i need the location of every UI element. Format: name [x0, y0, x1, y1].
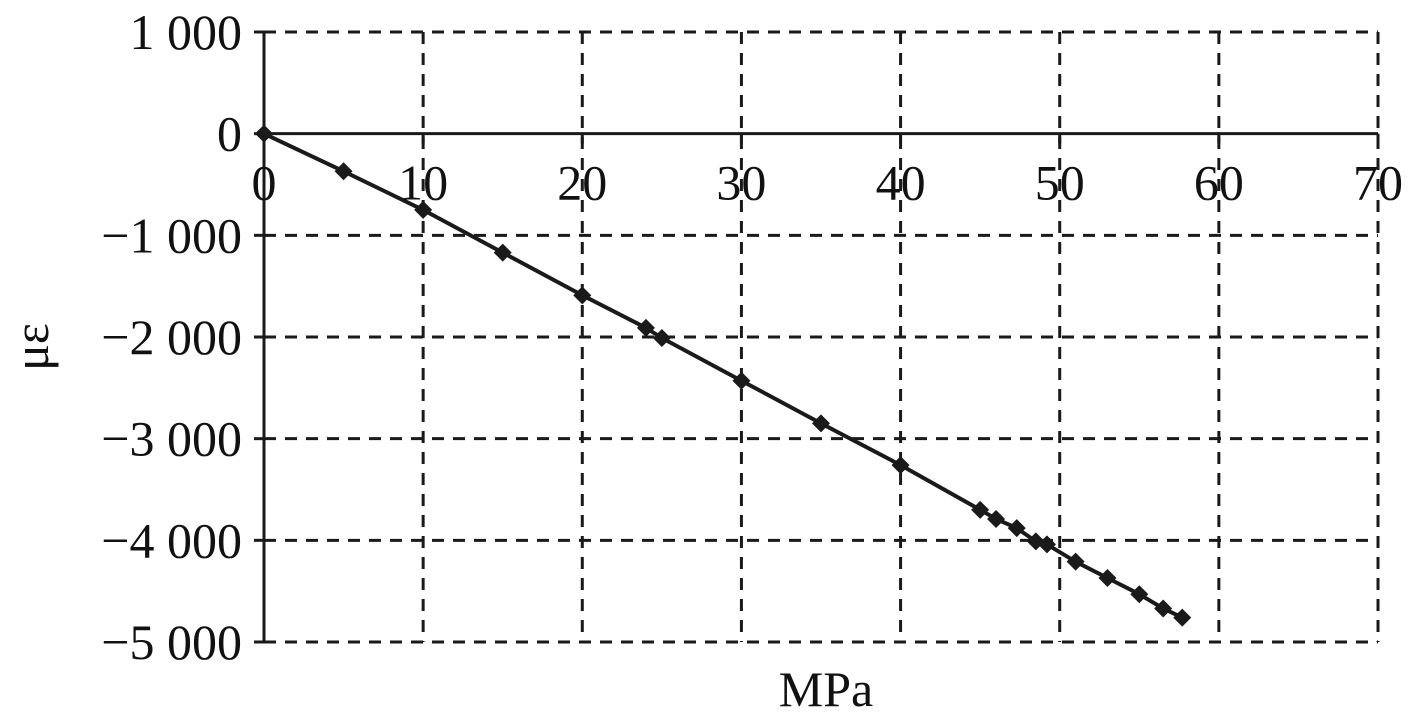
x-tick-label: 0 [252, 155, 277, 211]
grid-lines [264, 30, 1380, 644]
data-point-marker [1130, 585, 1149, 604]
x-tick-label: 30 [716, 155, 766, 211]
x-tick-label: 40 [876, 155, 926, 211]
data-point-marker [334, 162, 353, 181]
y-tick-label: 1 000 [130, 4, 243, 60]
data-point-marker [573, 286, 592, 305]
data-point-marker [1154, 599, 1173, 618]
data-point-marker [732, 371, 751, 390]
data-point-marker [1066, 552, 1085, 571]
data-point-marker [493, 243, 512, 262]
data-point-marker [891, 456, 910, 475]
x-tick-label: 70 [1353, 155, 1403, 211]
y-tick-label: −5 000 [101, 614, 242, 670]
data-point-marker [1037, 535, 1056, 554]
y-axis-title: με [3, 323, 59, 371]
y-tick-label: −2 000 [101, 309, 242, 365]
data-point-marker [1098, 568, 1117, 587]
data-point-marker [971, 500, 990, 519]
data-point-marker [636, 318, 655, 337]
x-tick-label: 60 [1194, 155, 1244, 211]
data-point-marker [1007, 519, 1026, 538]
x-tick-label: 20 [557, 155, 607, 211]
data-point-marker [414, 200, 433, 219]
data-point-marker [812, 414, 830, 433]
y-tick-label: 0 [217, 106, 242, 162]
x-tick-label: 50 [1035, 155, 1085, 211]
data-point-marker [1173, 608, 1192, 627]
x-axis-title: MPa [779, 661, 873, 714]
data-point-marker [255, 124, 273, 143]
y-tick-label: −1 000 [101, 207, 242, 263]
data-point-marker [652, 329, 671, 348]
y-tick-label: −4 000 [101, 512, 242, 568]
y-tick-label: −3 000 [101, 411, 242, 467]
x-tick-label: 10 [398, 155, 448, 211]
data-series [255, 124, 1192, 627]
data-point-marker [987, 509, 1006, 528]
